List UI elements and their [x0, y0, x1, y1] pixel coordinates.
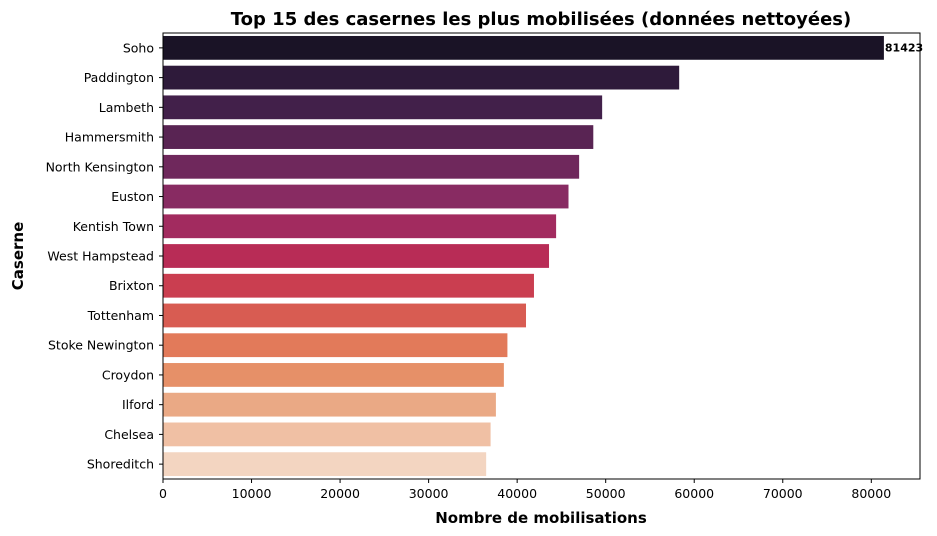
- plot-frame: [162, 32, 921, 480]
- bar-hammersmith: [163, 125, 594, 149]
- y-tick-label: Paddington: [84, 70, 154, 85]
- bars-group: [163, 35, 884, 477]
- x-tick-group: 0 10000 20000 30000 40000 50000 60000 70000 8000…: [159, 479, 891, 501]
- data-label-group: 81423: [885, 41, 923, 54]
- y-tick-label: Soho: [123, 40, 154, 55]
- x-axis-label: Nombre de mobilisations: [435, 509, 647, 527]
- x-tick-label: 30000: [409, 486, 449, 501]
- y-tick-label: Euston: [111, 189, 154, 204]
- bar-chelsea: [163, 422, 491, 447]
- y-tick-label: Croydon: [102, 367, 154, 382]
- bar-shoreditch: [163, 452, 487, 477]
- x-tick-label: 50000: [586, 486, 626, 501]
- y-tick-label: West Hampstead: [47, 249, 154, 264]
- x-tick-label: 20000: [320, 486, 360, 501]
- x-tick-label: 60000: [674, 486, 714, 501]
- y-tick-label: Lambeth: [99, 100, 154, 115]
- y-tick-group: Soho Paddington Lambeth Hammersmith North Ke…: [46, 40, 163, 472]
- y-tick-label: Hammersmith: [65, 130, 154, 145]
- bar-soho: [163, 35, 884, 60]
- y-tick-label: Chelsea: [104, 427, 154, 442]
- bar-north-kensington: [163, 154, 580, 179]
- x-tick-label: 40000: [497, 486, 537, 501]
- bar-kentish-town: [163, 214, 557, 239]
- x-tick-label: 0: [159, 486, 167, 501]
- x-tick-label: 80000: [851, 486, 891, 501]
- y-tick-label: Shoreditch: [87, 457, 154, 472]
- bar-brixton: [163, 273, 534, 298]
- bar-lambeth: [163, 95, 603, 120]
- bar-paddington: [163, 65, 680, 90]
- chart-title: Top 15 des casernes les plus mobilisées …: [231, 9, 851, 30]
- x-tick-label: 70000: [763, 486, 803, 501]
- bar-croydon: [163, 363, 504, 387]
- bar-stoke-newington: [163, 333, 508, 358]
- y-tick-label: North Kensington: [46, 159, 154, 174]
- data-label: 81423: [885, 41, 923, 54]
- y-tick-label: Ilford: [122, 397, 154, 412]
- bar-west-hampstead: [163, 244, 550, 268]
- y-tick-label: Brixton: [109, 278, 154, 293]
- x-tick-label: 10000: [232, 486, 272, 501]
- y-tick-label: Kentish Town: [73, 219, 154, 234]
- bar-tottenham: [163, 303, 527, 328]
- bar-euston: [163, 184, 569, 209]
- bar-ilford: [163, 392, 496, 417]
- y-axis-label: Caserne: [9, 222, 27, 290]
- y-tick-label: Tottenham: [87, 308, 154, 323]
- y-tick-label: Stoke Newington: [48, 338, 154, 353]
